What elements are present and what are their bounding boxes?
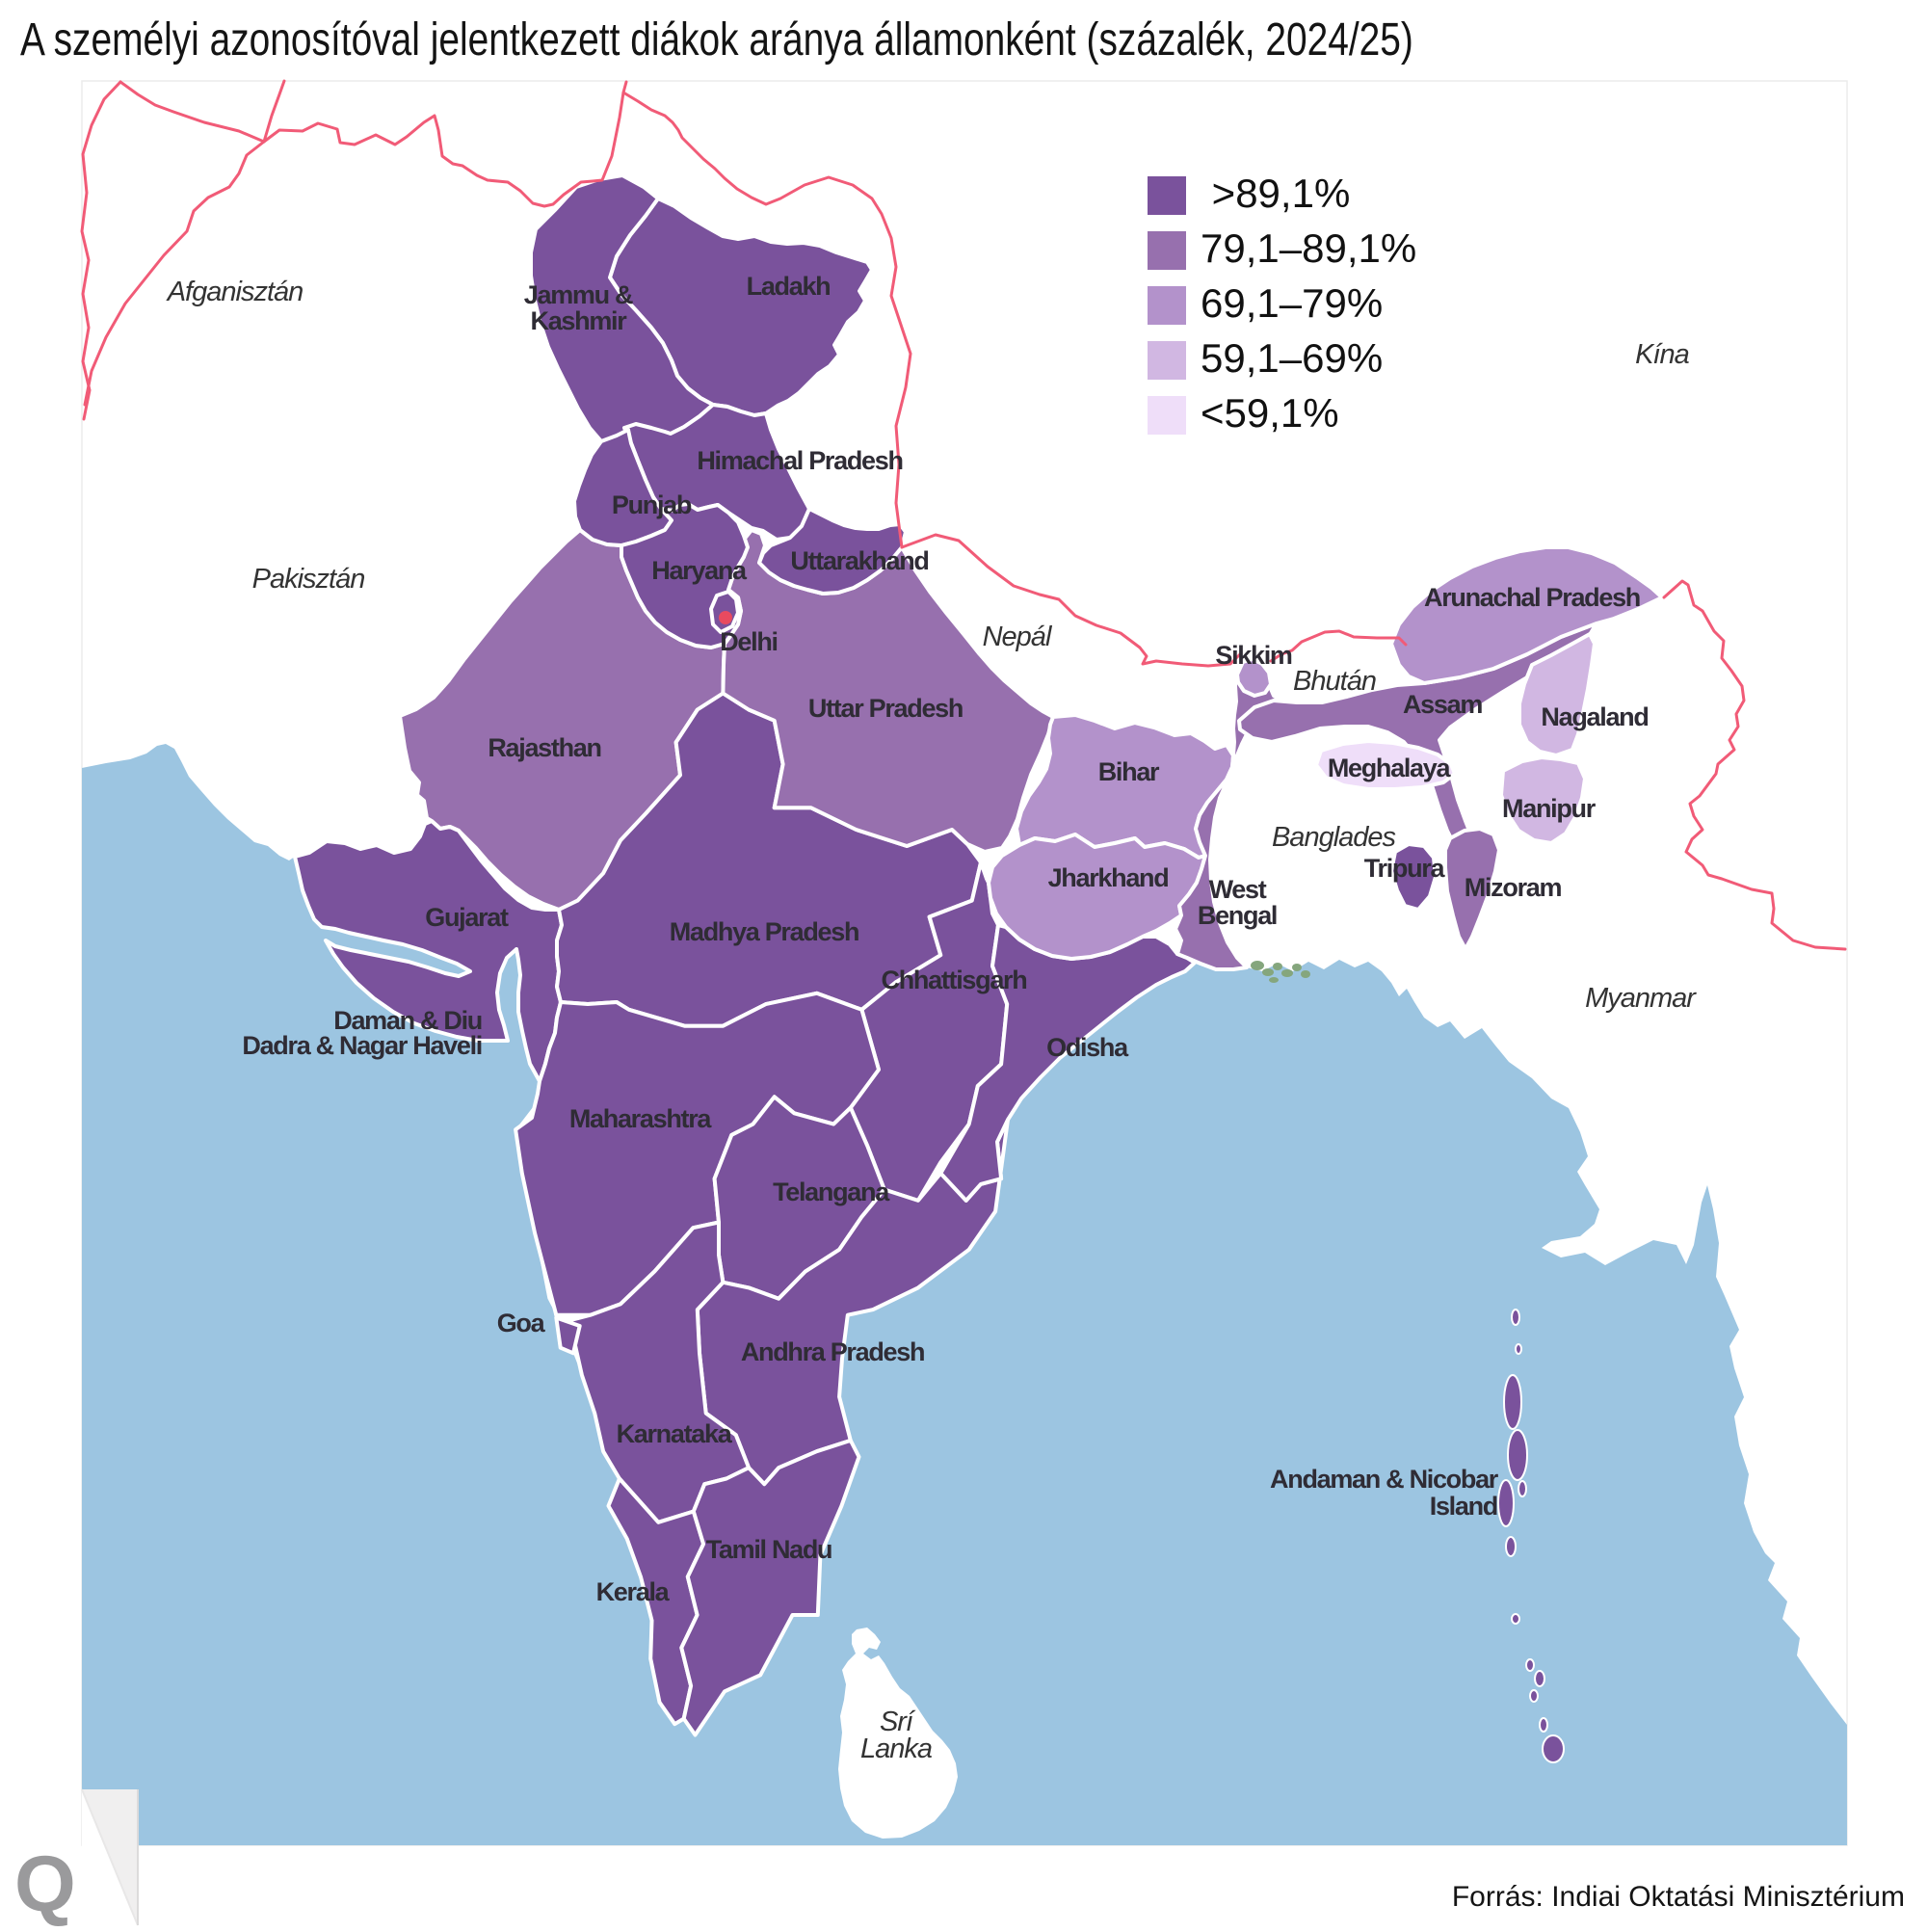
svg-text:Haryana: Haryana <box>651 556 748 585</box>
svg-text:<59,1%: <59,1% <box>1201 390 1339 436</box>
svg-text:Assam: Assam <box>1403 690 1482 719</box>
svg-text:Q: Q <box>14 1840 76 1927</box>
svg-text:Meghalaya: Meghalaya <box>1328 754 1452 782</box>
svg-text:Kashmir: Kashmir <box>531 306 628 335</box>
svg-text:>89,1%: >89,1% <box>1201 171 1350 216</box>
svg-text:Bhután: Bhután <box>1293 666 1376 697</box>
svg-text:Andaman & Nicobar: Andaman & Nicobar <box>1270 1465 1499 1494</box>
svg-text:Bihar: Bihar <box>1098 757 1160 786</box>
svg-text:Tamil Nadu: Tamil Nadu <box>706 1535 832 1564</box>
svg-text:Sikkim: Sikkim <box>1215 641 1292 670</box>
svg-text:Madhya Pradesh: Madhya Pradesh <box>670 917 858 946</box>
svg-text:Telangana: Telangana <box>773 1178 890 1206</box>
svg-text:Andhra Pradesh: Andhra Pradesh <box>741 1337 924 1366</box>
svg-text:Uttar Pradesh: Uttar Pradesh <box>808 694 963 723</box>
svg-text:Karnataka: Karnataka <box>617 1419 733 1448</box>
svg-text:59,1–69%: 59,1–69% <box>1201 335 1383 381</box>
svg-text:Delhi: Delhi <box>720 627 778 656</box>
svg-text:Jammu &: Jammu & <box>524 280 633 309</box>
svg-text:Goa: Goa <box>497 1309 546 1337</box>
svg-text:Banglades: Banglades <box>1272 822 1396 853</box>
svg-text:Jharkhand: Jharkhand <box>1048 863 1169 892</box>
svg-text:Nepál: Nepál <box>983 622 1053 652</box>
svg-text:Chhattisgarh: Chhattisgarh <box>882 966 1027 994</box>
svg-text:Gujarat: Gujarat <box>425 903 509 932</box>
svg-text:Dadra & Nagar Haveli: Dadra & Nagar Haveli <box>242 1031 482 1060</box>
svg-text:West: West <box>1209 875 1267 904</box>
svg-text:69,1–79%: 69,1–79% <box>1201 280 1383 326</box>
svg-text:Punjab: Punjab <box>612 490 692 519</box>
svg-text:Rajasthan: Rajasthan <box>488 733 600 762</box>
svg-text:Nagaland: Nagaland <box>1541 702 1648 731</box>
svg-text:Kerala: Kerala <box>596 1577 671 1606</box>
svg-text:Pakisztán: Pakisztán <box>252 564 365 595</box>
svg-text:Lanka: Lanka <box>860 1734 933 1764</box>
svg-text:Bengal: Bengal <box>1198 901 1277 930</box>
svg-text:Myanmar: Myanmar <box>1585 983 1697 1014</box>
svg-text:Ladakh: Ladakh <box>747 272 831 301</box>
svg-text:Mizoram: Mizoram <box>1465 873 1562 902</box>
svg-text:Uttarakhand: Uttarakhand <box>790 546 928 575</box>
svg-text:Himachal Pradesh: Himachal Pradesh <box>697 446 902 475</box>
svg-text:Kína: Kína <box>1635 339 1690 370</box>
svg-text:Tripura: Tripura <box>1364 854 1446 883</box>
svg-text:Arunachal Pradesh: Arunachal Pradesh <box>1424 583 1640 612</box>
svg-text:Daman & Diu: Daman & Diu <box>333 1006 482 1035</box>
svg-text:Island: Island <box>1430 1492 1497 1521</box>
svg-text:Afganisztán: Afganisztán <box>166 277 304 307</box>
svg-text:Srí: Srí <box>880 1707 916 1737</box>
svg-text:Maharashtra: Maharashtra <box>569 1104 713 1133</box>
svg-text:Manipur: Manipur <box>1502 794 1597 823</box>
svg-text:Odisha: Odisha <box>1046 1033 1129 1062</box>
svg-text:79,1–89,1%: 79,1–89,1% <box>1201 225 1416 271</box>
